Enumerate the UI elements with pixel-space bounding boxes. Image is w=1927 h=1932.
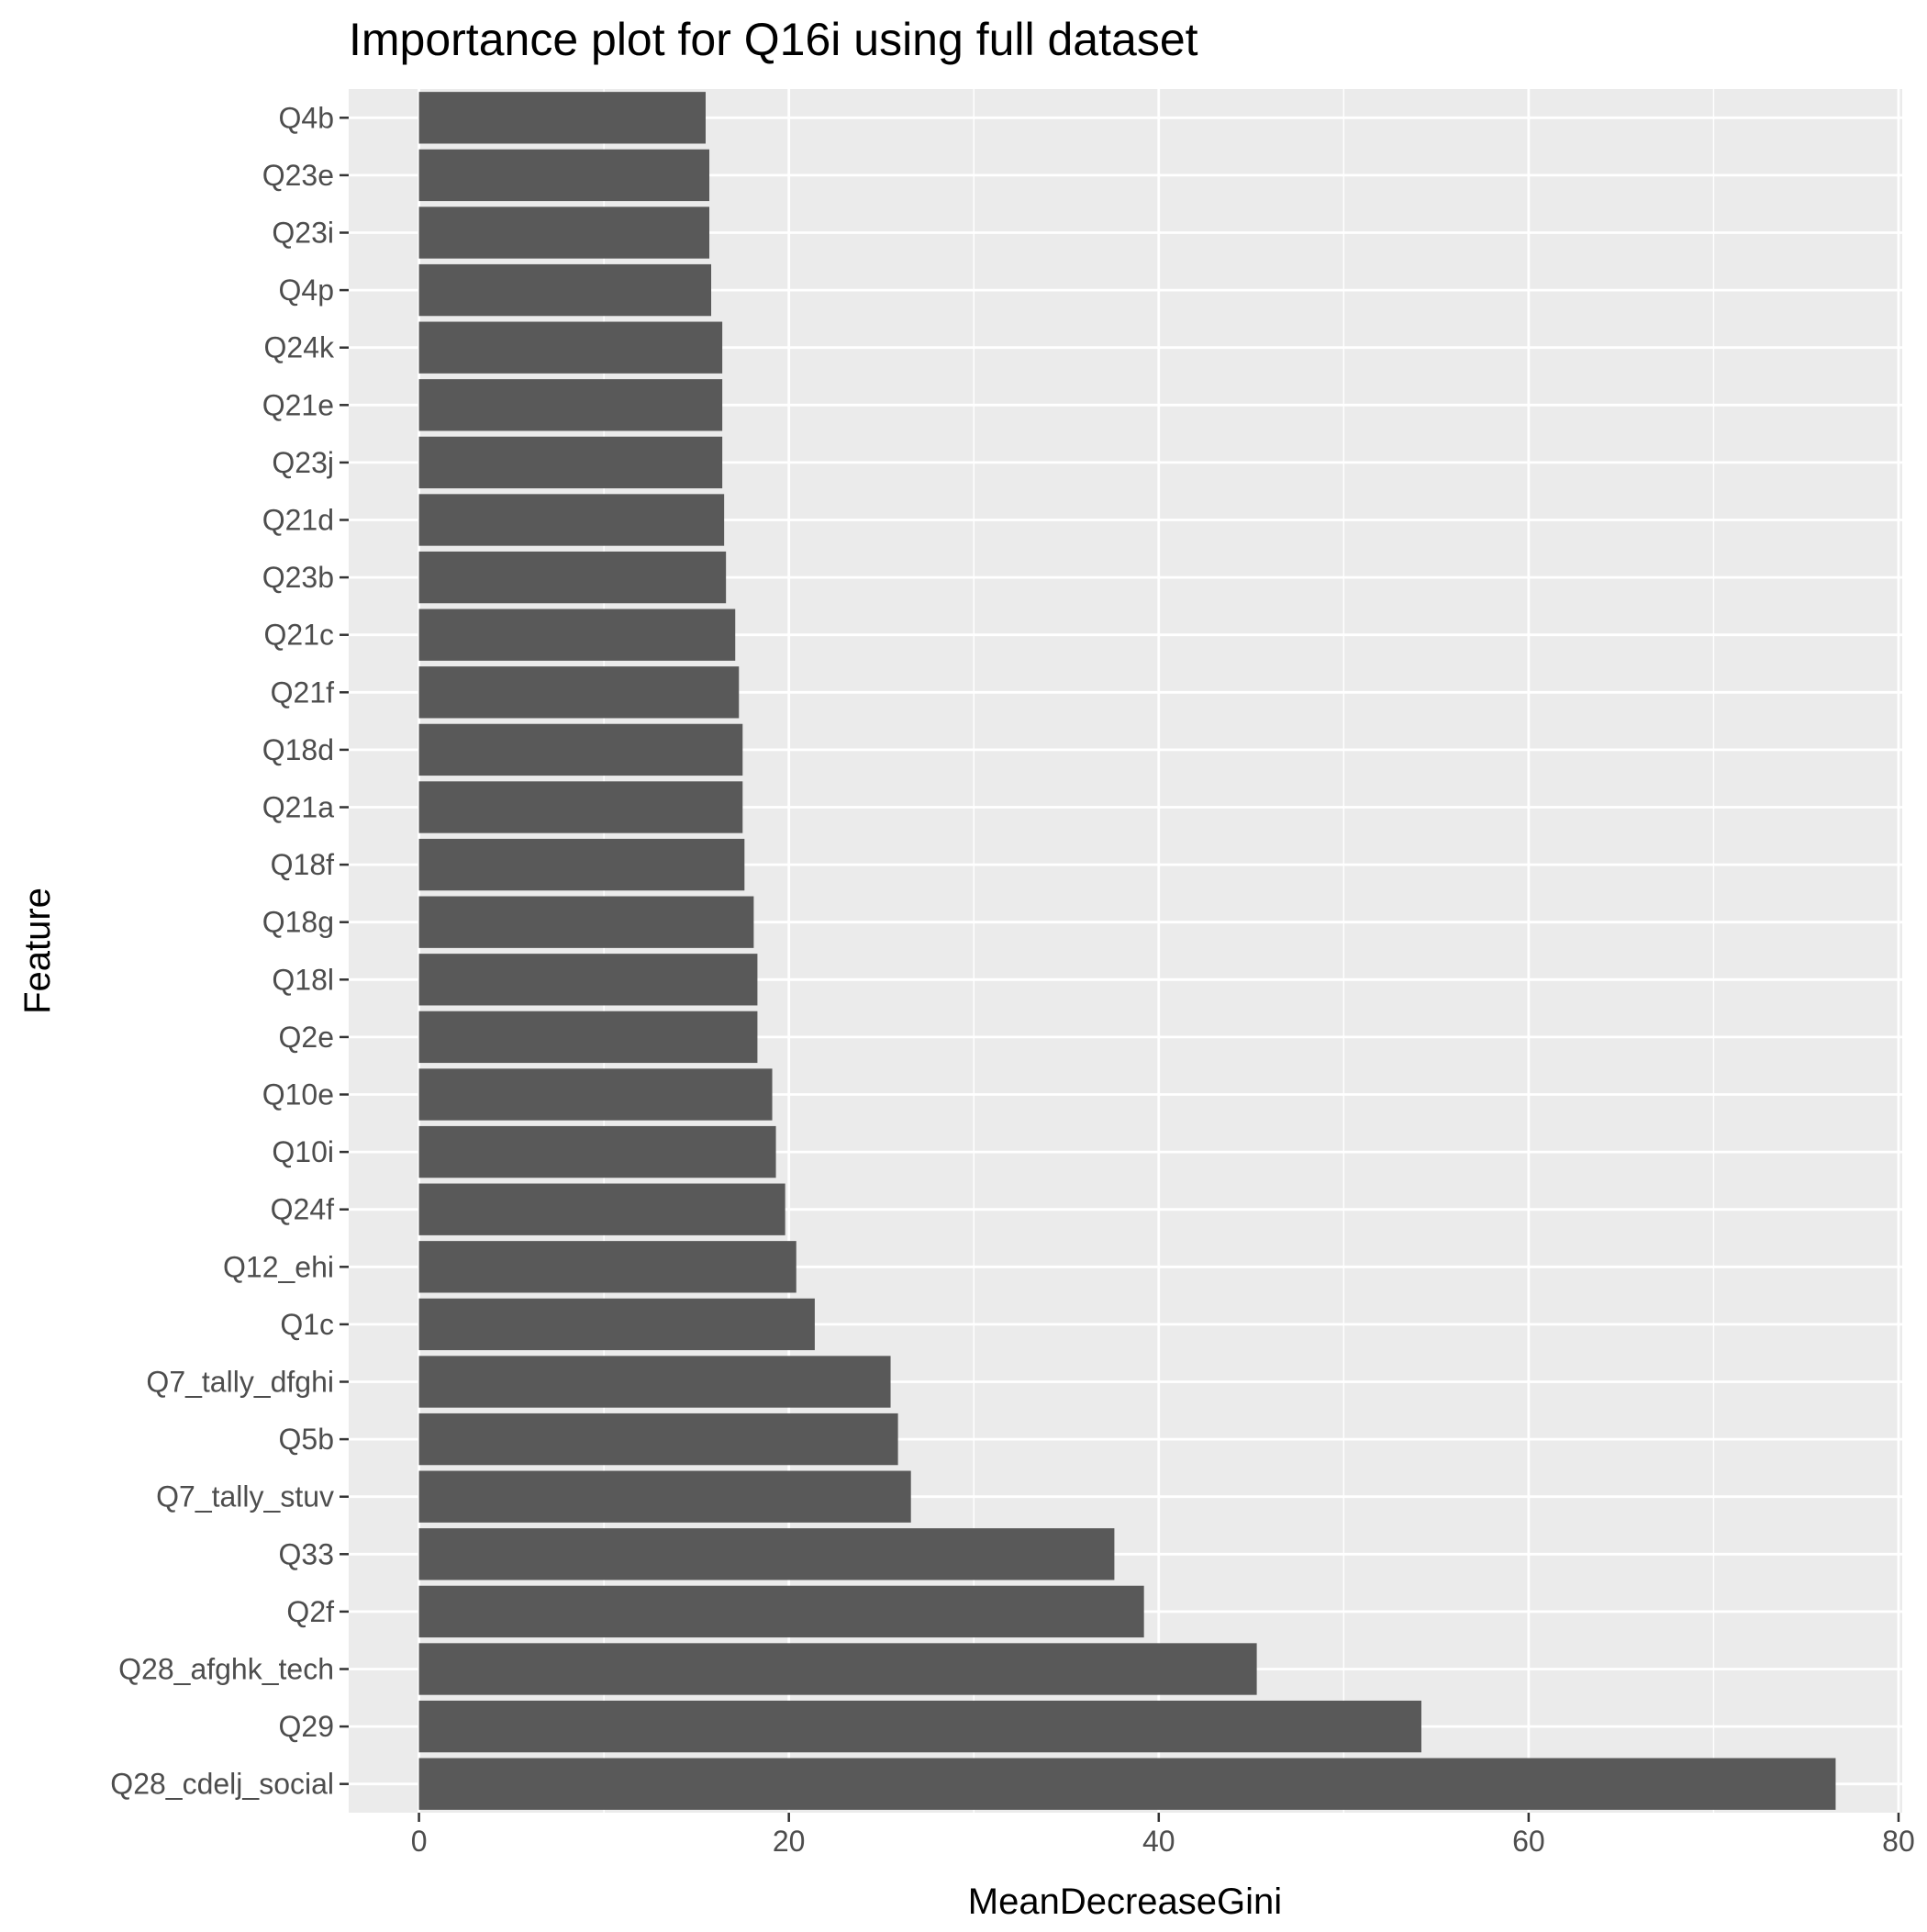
x-tick-label: 80 [1882,1825,1915,1858]
bar-q21c [418,609,736,661]
y-tick-label: Q10e [262,1078,334,1111]
y-tick-label: Q33 [279,1537,334,1570]
bar-q21a [418,781,743,833]
x-tick-label: 40 [1142,1825,1175,1858]
bar-q23i [418,207,710,259]
y-axis-ticks: Q4b Q23e Q23i Q4p Q24k Q21e Q23j Q21d Q23b Q21c Q2… [110,101,349,1801]
bar-q23e [418,149,710,202]
chart-title: Importance plot for Q16i using full data… [349,14,1198,65]
y-tick-label: Q23b [262,561,334,594]
y-tick-label: Q21d [262,504,334,537]
y-tick-label: Q18f [271,848,334,881]
y-tick-label: Q7_tally_stuv [156,1480,334,1513]
x-axis-title: MeanDecreaseGini [968,1882,1282,1922]
bar-q28-cdelj-social [418,1758,1836,1810]
y-tick-label: Q2e [279,1021,334,1054]
bar-q18g [418,896,754,948]
y-axis-title: Feature [17,888,58,1014]
y-tick-label: Q12_ehi [223,1250,334,1283]
bar-q21e [418,379,723,431]
y-tick-label: Q23i [272,217,334,250]
bar-q12-ehi [418,1241,796,1293]
bar-q24k [418,321,723,374]
bar-q7-tally-dfghi [418,1356,891,1408]
y-tick-label: Q18d [262,733,334,766]
y-tick-label: Q21f [271,676,334,709]
y-tick-label: Q24f [271,1193,334,1226]
x-tick-label: 60 [1512,1825,1545,1858]
bar-q1c [418,1298,815,1351]
bar-q4p [418,263,712,317]
y-tick-label: Q5b [279,1423,334,1456]
bar-q4b [418,92,706,144]
y-tick-label: Q23e [262,159,334,192]
x-tick-label: 0 [411,1825,428,1858]
y-tick-label: Q2f [286,1595,334,1628]
plot-panel [349,89,1902,1813]
minor-gridlines [603,89,1715,1813]
y-tick-label: Q1c [280,1308,334,1341]
bar-q28-afghk-tech [418,1643,1257,1695]
bar-q7-tally-stuv [418,1470,911,1523]
bar-q2f [418,1585,1144,1638]
y-tick-label: Q18g [262,906,334,939]
y-tick-label: Q10i [272,1135,334,1168]
bar-q23b [418,551,727,604]
bar-q24f [418,1183,785,1235]
y-tick-label: Q28_cdelj_social [110,1768,334,1801]
bar-q29 [418,1700,1421,1753]
bar-q10i [418,1125,776,1178]
bar-q18l [418,954,758,1006]
y-tick-label: Q21c [264,619,334,652]
x-axis-ticks: 0 20 40 60 80 [411,1813,1915,1858]
bar-q23j [418,436,723,489]
y-tick-label: Q4p [279,274,334,307]
y-tick-label: Q28_afghk_tech [118,1653,334,1686]
bar-q10e [418,1068,773,1121]
bar-q18f [418,838,745,891]
bar-q2e [418,1011,758,1064]
y-tick-label: Q21e [262,388,334,421]
y-tick-label: Q7_tally_dfghi [146,1366,334,1399]
y-tick-label: Q18l [272,963,334,996]
bar-q18d [418,723,743,776]
y-tick-label: Q24k [264,331,335,364]
y-tick-label: Q23j [272,446,334,479]
bar-q5b [418,1413,898,1466]
bar-q21f [418,666,740,719]
bar-q33 [418,1528,1115,1580]
major-gridlines [349,89,1902,1813]
y-tick-label: Q4b [279,101,334,134]
x-tick-label: 20 [773,1825,806,1858]
y-tick-label: Q21a [262,791,334,824]
bars [418,92,1836,1810]
bar-q21d [418,494,725,546]
y-tick-label: Q29 [279,1710,334,1743]
